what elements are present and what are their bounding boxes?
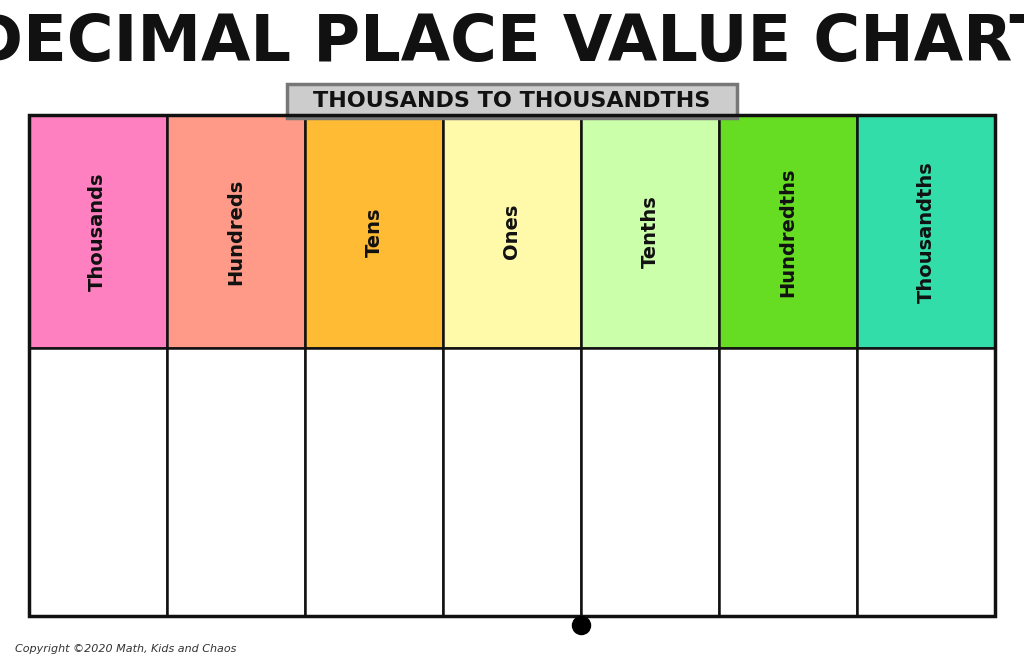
Bar	[29, 115, 167, 348]
Text: DECIMAL PLACE VALUE CHART: DECIMAL PLACE VALUE CHART	[0, 12, 1024, 74]
Bar	[443, 348, 581, 616]
Bar	[719, 115, 857, 348]
Bar	[167, 348, 305, 616]
Text: Hundredths: Hundredths	[778, 167, 798, 297]
Bar	[29, 348, 167, 616]
Bar	[29, 115, 995, 616]
Text: Hundreds: Hundreds	[226, 179, 246, 285]
Bar	[857, 115, 995, 348]
Bar	[167, 115, 305, 348]
Bar	[287, 84, 737, 118]
Bar	[305, 348, 443, 616]
Text: Ones: Ones	[503, 204, 521, 260]
Text: Thousandths: Thousandths	[916, 161, 936, 302]
Text: Copyright ©2020 Math, Kids and Chaos: Copyright ©2020 Math, Kids and Chaos	[15, 644, 237, 654]
Bar	[443, 115, 581, 348]
Bar	[581, 115, 719, 348]
Text: THOUSANDS TO THOUSANDTHS: THOUSANDS TO THOUSANDTHS	[313, 91, 711, 111]
Text: Tenths: Tenths	[641, 196, 659, 268]
Text: Tens: Tens	[365, 207, 383, 256]
Bar	[719, 348, 857, 616]
Text: Thousands: Thousands	[88, 173, 108, 291]
Bar	[305, 115, 443, 348]
Bar	[857, 348, 995, 616]
Bar	[581, 348, 719, 616]
